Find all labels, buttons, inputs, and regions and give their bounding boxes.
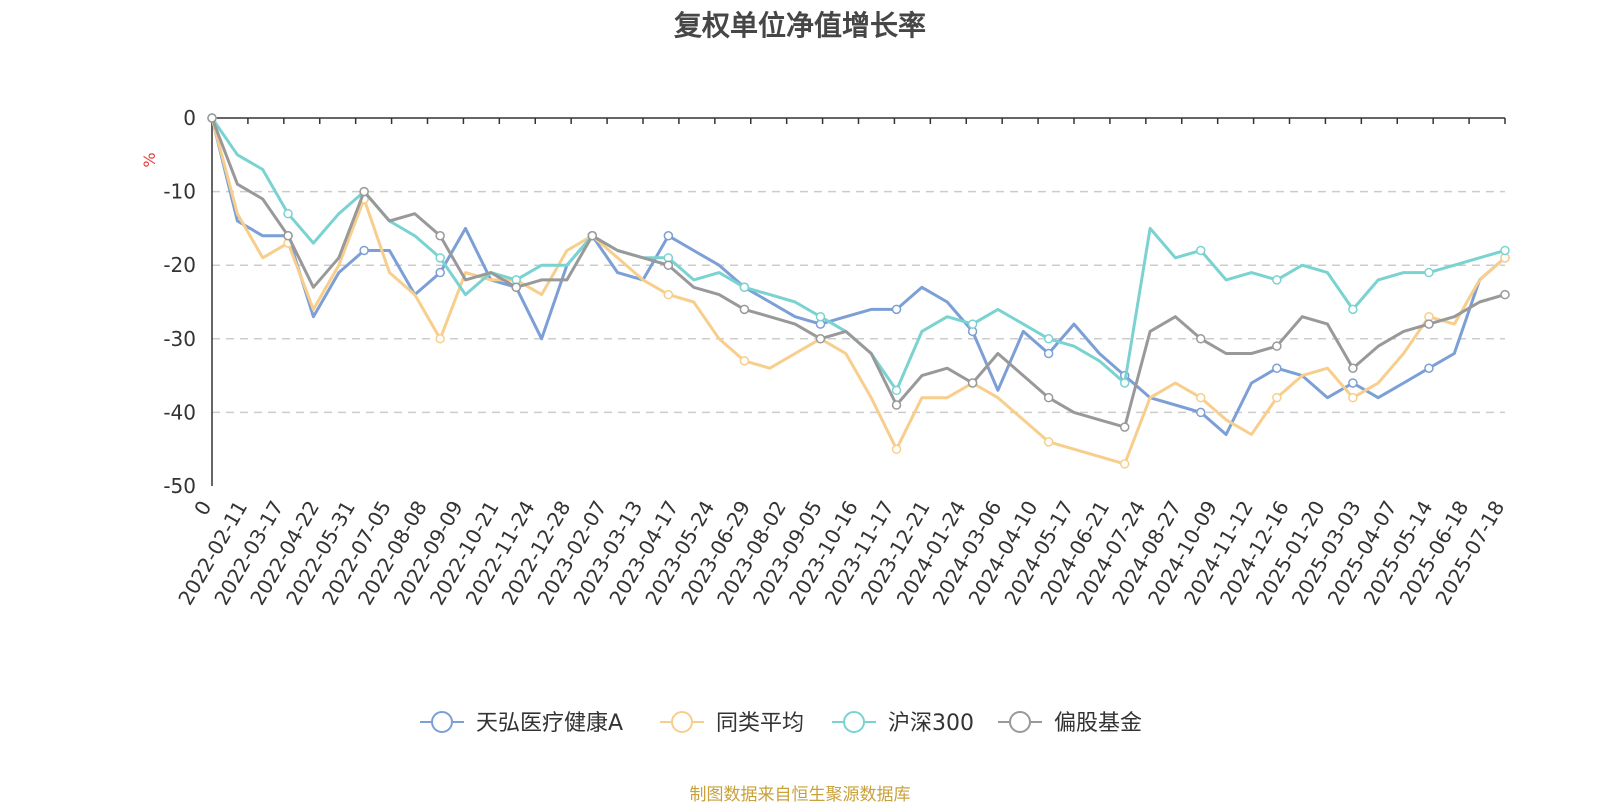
series-point bbox=[1196, 245, 1206, 256]
legend-label: 同类平均 bbox=[716, 711, 804, 736]
series-point bbox=[1348, 392, 1358, 403]
legend-label: 偏股基金 bbox=[1054, 711, 1142, 736]
y-tick-label: -40 bbox=[163, 400, 196, 424]
series-line bbox=[210, 117, 1506, 436]
series-point bbox=[1119, 459, 1130, 469]
series-point bbox=[891, 304, 902, 315]
legend-circle-icon bbox=[671, 711, 693, 733]
series-point bbox=[967, 378, 978, 388]
legend-circle-icon bbox=[843, 711, 865, 733]
legend-layer: 天弘医疗健康A 同类平均 沪深300 偏股基金 bbox=[420, 711, 1142, 736]
series-point bbox=[967, 319, 978, 329]
series-point bbox=[891, 444, 902, 454]
y-tick-label: -30 bbox=[163, 327, 196, 351]
series-point bbox=[1424, 267, 1434, 278]
series-point bbox=[207, 113, 217, 123]
series-point bbox=[435, 231, 445, 241]
series-point bbox=[1043, 348, 1054, 359]
chart-title: 复权单位净值增长率 bbox=[673, 9, 926, 42]
series-point bbox=[435, 253, 445, 263]
series-point bbox=[739, 304, 750, 315]
series-point bbox=[663, 260, 674, 270]
series-line bbox=[210, 117, 1506, 466]
series-line bbox=[210, 117, 1506, 392]
series-point bbox=[815, 311, 826, 322]
legend-label: 天弘医疗健康A bbox=[476, 711, 623, 736]
y-unit-label: % bbox=[140, 152, 159, 167]
series-layer bbox=[207, 113, 1510, 469]
series-point bbox=[1348, 304, 1358, 315]
series-point bbox=[1272, 392, 1282, 403]
series-point bbox=[359, 245, 369, 256]
legend-item: 同类平均 bbox=[660, 711, 804, 736]
series-point bbox=[739, 356, 750, 366]
x-tick-label: 0 bbox=[189, 497, 216, 520]
series-point bbox=[587, 231, 598, 241]
legend-label: 沪深300 bbox=[888, 711, 974, 736]
series-0 bbox=[207, 113, 1510, 436]
series-point bbox=[1196, 407, 1206, 418]
grid-layer bbox=[212, 190, 1505, 414]
series-point bbox=[1043, 334, 1054, 344]
series-point bbox=[1043, 437, 1054, 447]
legend-item: 偏股基金 bbox=[998, 711, 1142, 736]
axis-layer: 0-10-20-30-40-50%02022-02-112022-03-1720… bbox=[140, 106, 1509, 609]
series-point bbox=[511, 282, 521, 293]
series-point bbox=[1119, 422, 1130, 432]
y-tick-label: -10 bbox=[163, 180, 196, 204]
series-point bbox=[1348, 378, 1358, 388]
y-tick-label: 0 bbox=[183, 106, 196, 130]
series-point bbox=[435, 267, 445, 278]
series-point bbox=[1196, 334, 1206, 344]
series-point bbox=[283, 231, 293, 241]
series-point bbox=[1500, 245, 1510, 256]
series-point bbox=[815, 334, 826, 344]
series-point bbox=[1272, 275, 1282, 285]
series-3 bbox=[207, 113, 1510, 432]
legend-circle-icon bbox=[1009, 711, 1031, 733]
series-point bbox=[1500, 289, 1510, 300]
series-point bbox=[1119, 378, 1130, 388]
series-line bbox=[210, 117, 1506, 429]
series-point bbox=[1272, 341, 1282, 351]
series-point bbox=[359, 186, 369, 197]
series-point bbox=[663, 289, 674, 300]
series-point bbox=[283, 208, 293, 219]
series-point bbox=[891, 385, 902, 396]
series-point bbox=[663, 231, 674, 241]
series-point bbox=[1348, 363, 1358, 373]
series-point bbox=[1043, 392, 1054, 403]
series-point bbox=[1424, 319, 1434, 329]
series-point bbox=[1196, 392, 1206, 403]
series-point bbox=[1272, 363, 1282, 373]
series-1 bbox=[207, 113, 1510, 469]
y-tick-label: -50 bbox=[163, 474, 196, 498]
y-tick-label: -20 bbox=[163, 253, 196, 277]
series-point bbox=[435, 334, 445, 344]
legend-item: 沪深300 bbox=[832, 711, 974, 736]
legend-item: 天弘医疗健康A bbox=[420, 711, 623, 736]
series-point bbox=[739, 282, 750, 293]
source-note: 制图数据来自恒生聚源数据库 bbox=[689, 785, 911, 805]
series-2 bbox=[207, 113, 1510, 396]
series-point bbox=[891, 400, 902, 410]
series-point bbox=[1424, 363, 1434, 373]
legend-circle-icon bbox=[431, 711, 453, 733]
